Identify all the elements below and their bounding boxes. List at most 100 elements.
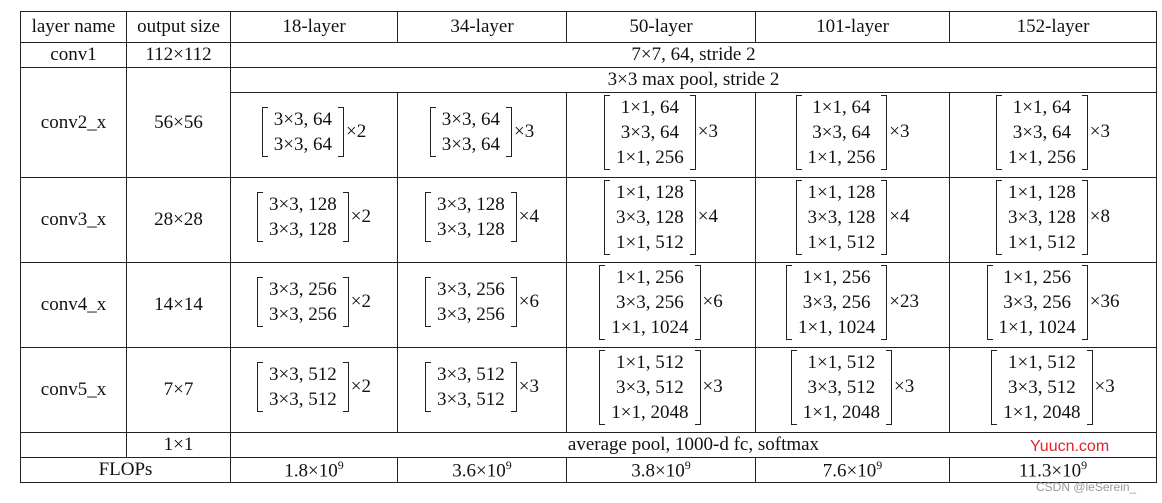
right-bracket [881,179,888,255]
layer-spec: 3×3, 64 [441,109,500,130]
stage-row: 3×3, 64 3×3, 64 ×2 3×3, 64 3×3, 64 ×3 1×1, 64 3… [21,92,1157,178]
repeat-count: ×3 [889,121,910,142]
left-bracket [786,264,793,340]
block-cell: 1×1, 64 3×3, 64 1×1, 256 ×3 [566,92,756,178]
left-bracket [790,349,797,425]
layer-spec: 3×3, 128 [1008,206,1076,228]
right-bracket [689,179,696,255]
flops-exponent: 9 [876,458,883,472]
left-bracket [429,107,436,157]
header-cell: 152-layer [949,11,1157,43]
residual-block: 1×1, 256 3×3, 256 1×1, 1024 ×6 [599,264,723,340]
residual-block: 1×1, 512 3×3, 512 1×1, 2048 ×3 [991,349,1115,425]
right-bracket [510,362,517,412]
right-bracket [881,264,888,340]
block-cell: 1×1, 128 3×3, 128 1×1, 512 ×8 [949,177,1157,263]
stage-row: conv4_x 14×14 3×3, 256 3×3, 256 ×2 3×3, 256 3×… [20,262,1157,348]
left-bracket [996,179,1003,255]
block-cell: 3×3, 512 3×3, 512 ×2 [230,347,398,433]
layer-spec: 3×3, 512 [269,364,337,385]
block-cell: 3×3, 256 3×3, 256 ×2 [230,262,398,348]
residual-block: 3×3, 512 3×3, 512 ×3 [425,362,539,412]
block-bracket: 1×1, 256 3×3, 256 1×1, 1024 [786,264,888,340]
repeat-count: ×2 [350,376,371,397]
flops-value: 11.3×109 [949,456,1157,484]
residual-block: 3×3, 128 3×3, 128 ×2 [257,192,371,242]
layer-spec: 1×1, 2048 [802,401,880,423]
block-cell: 1×1, 64 3×3, 64 1×1, 256 ×3 [755,92,950,178]
right-bracket [506,107,512,157]
layer-spec: 3×3, 256 [269,279,337,300]
block-cell: 1×1, 256 3×3, 256 1×1, 1024 ×36 [949,262,1157,348]
right-bracket [1081,264,1088,340]
output-size: 7×7 [126,347,231,433]
left-bracket [604,94,611,170]
layer-spec: 3×3, 256 [437,304,505,325]
right-bracket [342,362,349,412]
header-cell: output size [126,11,231,43]
layer-spec: 3×3, 512 [269,389,337,410]
layer-spec: 1×1, 128 [1008,181,1076,203]
block-cell: 1×1, 128 3×3, 128 1×1, 512 ×4 [755,177,950,263]
block-bracket: 3×3, 256 3×3, 256 [257,277,349,327]
repeat-count: ×2 [350,291,371,312]
right-bracket [886,349,892,425]
block-layers: 1×1, 256 3×3, 256 1×1, 1024 [798,265,875,340]
left-bracket [599,264,606,340]
conv1-row: conv1 112×112 7×7, 64, stride 2 [20,42,1157,68]
layer-spec: 3×3, 512 [437,364,505,385]
repeat-count: ×3 [518,376,539,397]
left-bracket [425,192,432,242]
block-bracket: 1×1, 64 3×3, 64 1×1, 256 [795,94,888,170]
left-bracket [425,362,432,412]
flops-base: 3.6×10 [452,460,506,482]
left-bracket [599,349,606,425]
left-bracket [991,349,998,425]
stage-row: conv5_x 7×7 3×3, 512 3×3, 512 ×2 3×3, 512 3×3,… [20,347,1157,433]
residual-block: 3×3, 256 3×3, 256 ×2 [257,277,371,327]
residual-block: 1×1, 128 3×3, 128 1×1, 512 ×8 [996,179,1110,255]
repeat-count: ×6 [518,291,539,312]
repeat-count: ×4 [518,206,539,227]
layer-spec: 1×1, 512 [807,231,876,253]
block-layers: 1×1, 256 3×3, 256 1×1, 1024 [611,265,688,340]
residual-block: 3×3, 128 3×3, 128 ×4 [425,192,539,242]
block-bracket: 1×1, 64 3×3, 64 1×1, 256 [996,94,1088,170]
flops-row: FLOPs 1.8×109 3.6×109 3.8×109 7.6×109 11.3×10… [20,456,1157,484]
block-layers: 1×1, 64 3×3, 64 1×1, 256 [1008,95,1076,170]
repeat-count: ×2 [350,206,371,227]
layer-spec: 3×3, 128 [616,206,684,228]
block-cell: 1×1, 256 3×3, 256 1×1, 1024 ×6 [566,262,756,348]
output-size: 1×1 [126,432,231,458]
block-cell: 1×1, 256 3×3, 256 1×1, 1024 ×23 [755,262,950,348]
repeat-count: ×36 [1089,291,1120,312]
block-bracket: 1×1, 64 3×3, 64 1×1, 256 [604,94,696,170]
block-layers: 1×1, 256 3×3, 256 1×1, 1024 [999,265,1076,340]
residual-block: 1×1, 256 3×3, 256 1×1, 1024 ×23 [786,264,919,340]
flops-base: 3.8×10 [631,460,685,482]
watermark-site: Yuucn.com [1030,438,1110,455]
layer-spec: 1×1, 64 [812,96,871,118]
block-layers: 1×1, 64 3×3, 64 1×1, 256 [616,95,684,170]
layer-spec: 1×1, 2048 [611,401,689,423]
block-layers: 1×1, 64 3×3, 64 1×1, 256 [808,95,876,170]
repeat-count: ×3 [514,121,535,142]
conv1-desc: 7×7, 64, stride 2 [230,42,1157,68]
right-bracket [689,94,696,170]
layer-spec: 3×3, 512 [807,376,876,398]
left-bracket [795,179,802,255]
right-bracket [694,349,701,425]
layer-spec: 3×3, 512 [437,389,505,410]
output-size: 112×112 [126,42,231,68]
block-layers: 1×1, 128 3×3, 128 1×1, 512 [808,180,876,255]
layer-spec: 3×3, 64 [273,134,332,155]
flops-base: 7.6×10 [822,460,877,482]
block-layers: 3×3, 256 3×3, 256 [269,277,337,327]
block-layers: 3×3, 256 3×3, 256 [437,277,505,327]
layer-spec: 3×3, 128 [269,194,337,215]
left-bracket [261,107,268,157]
final-desc: average pool, 1000-d fc, softmax [230,432,1157,458]
right-bracket [881,94,888,170]
block-bracket: 3×3, 512 3×3, 512 [257,362,349,412]
left-bracket [795,94,802,170]
